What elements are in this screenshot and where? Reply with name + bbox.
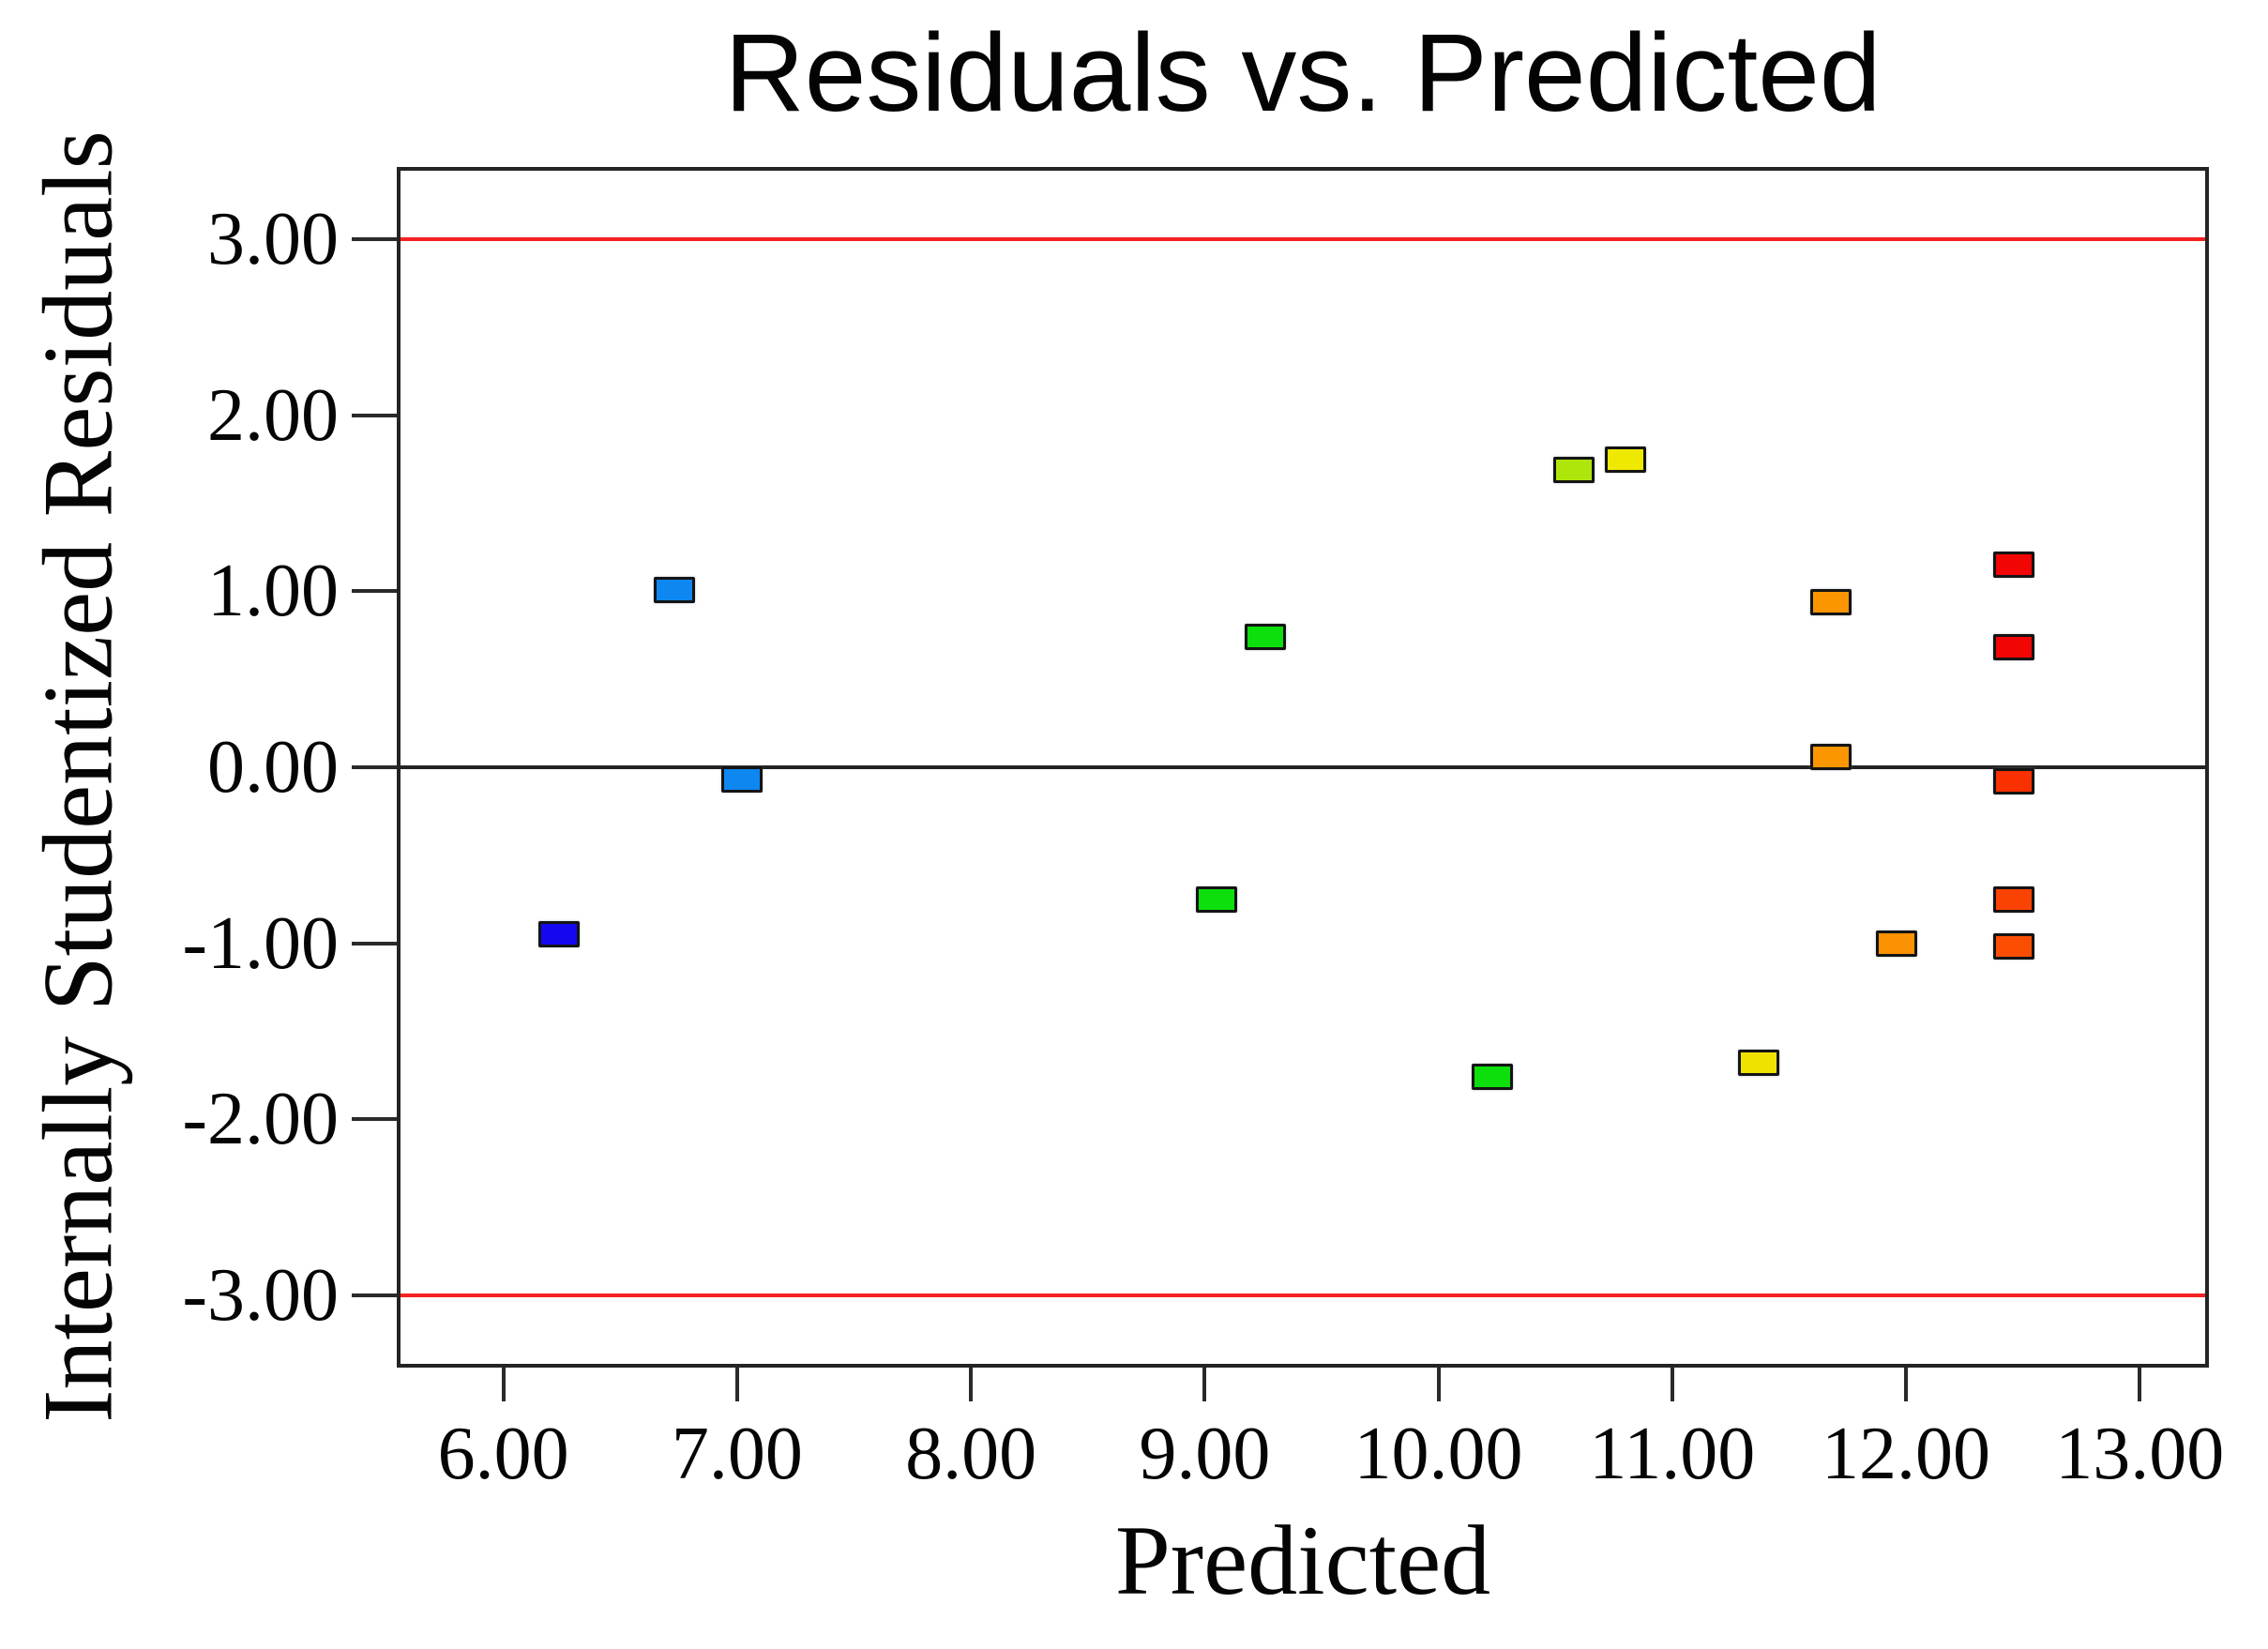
data-point	[1992, 634, 2034, 661]
x-tick-label: 10.00	[1353, 1413, 1523, 1495]
y-tick	[352, 413, 397, 417]
x-tick	[1903, 1368, 1908, 1401]
lower-limit-line	[401, 1293, 2205, 1297]
y-tick	[352, 1293, 397, 1297]
data-point	[1992, 768, 2034, 794]
data-point	[653, 576, 695, 603]
x-tick	[1436, 1368, 1441, 1401]
x-tick	[734, 1368, 739, 1401]
data-point	[1992, 933, 2034, 961]
y-tick	[352, 941, 397, 946]
x-tick-label: 8.00	[905, 1413, 1037, 1495]
y-tick-label: -2.00	[182, 1078, 339, 1161]
chart-title: Residuals vs. Predicted	[724, 11, 1882, 135]
x-tick-label: 13.00	[2055, 1413, 2225, 1495]
plot-area: 6.00 7.00 8.00 9.00 10.00 11.00 12.00 13.00 3.00…	[182, 167, 2224, 1495]
x-axis-label: Predicted	[1114, 1505, 1491, 1615]
x-tick-label: 12.00	[1821, 1413, 1990, 1495]
y-axis-label: Internally Studentized Residuals	[23, 130, 133, 1423]
y-tick	[352, 1117, 397, 1122]
y-tick	[352, 765, 397, 769]
y-tick-label: 2.00	[207, 373, 339, 457]
x-tick	[969, 1368, 974, 1401]
upper-limit-line	[401, 237, 2205, 242]
data-point	[538, 921, 581, 948]
data-point	[1604, 446, 1646, 473]
data-point	[1992, 885, 2034, 913]
data-point	[1245, 624, 1287, 651]
data-point	[1737, 1050, 1779, 1077]
x-tick	[1202, 1368, 1207, 1401]
x-tick	[2138, 1368, 2142, 1401]
data-point	[1810, 588, 1852, 615]
data-point	[720, 766, 763, 794]
data-point	[1876, 930, 1918, 957]
x-tick-label: 11.00	[1589, 1413, 1756, 1495]
y-tick-label: 1.00	[207, 550, 339, 633]
x-tick-label: 9.00	[1139, 1413, 1271, 1495]
y-tick-label: -1.00	[182, 901, 339, 985]
data-point	[1992, 552, 2034, 579]
data-point	[1810, 743, 1852, 770]
x-tick-label: 7.00	[671, 1413, 803, 1495]
zero-line	[401, 765, 2205, 769]
x-tick	[501, 1368, 506, 1401]
x-tick	[1670, 1368, 1674, 1401]
y-tick-label: 0.00	[207, 726, 339, 809]
data-point	[1195, 885, 1237, 913]
y-tick	[352, 237, 397, 242]
y-tick-label: -3.00	[182, 1253, 339, 1337]
x-tick-label: 6.00	[437, 1413, 569, 1495]
data-point	[1471, 1064, 1513, 1091]
y-tick	[352, 589, 397, 594]
data-point	[1553, 456, 1595, 483]
y-tick-label: 3.00	[207, 198, 339, 281]
